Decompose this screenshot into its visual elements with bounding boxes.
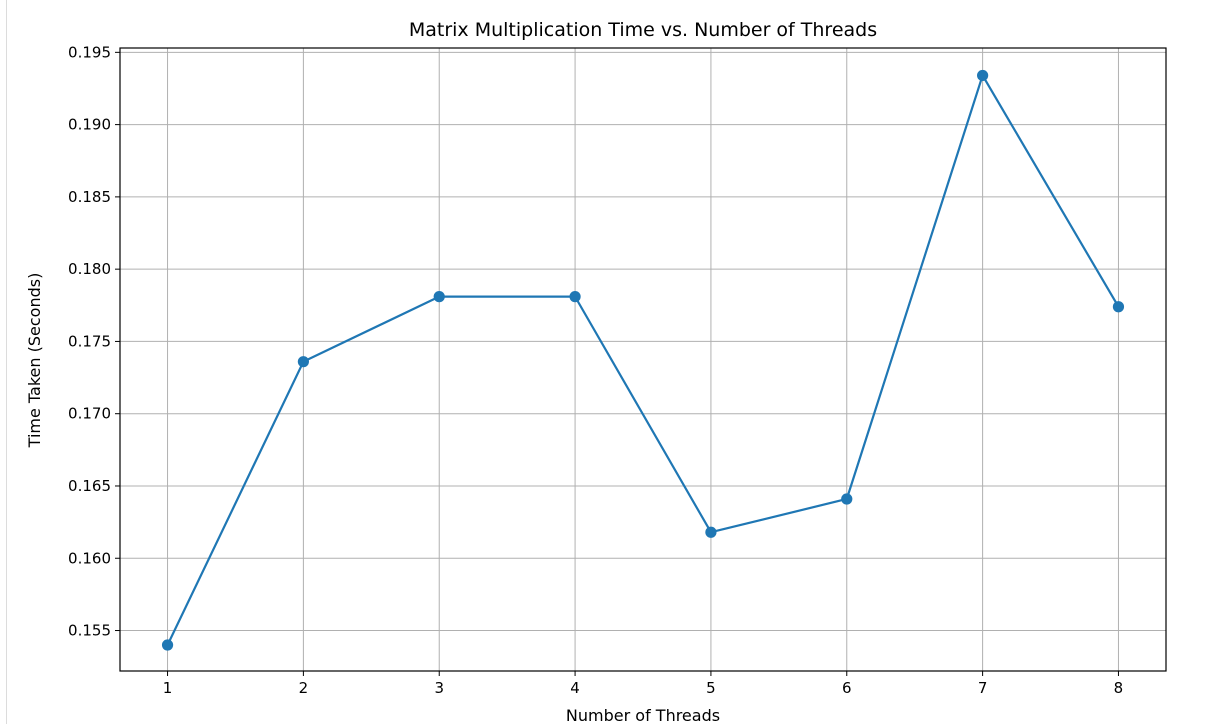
y-tick-label: 0.170: [68, 405, 111, 423]
y-tick-label: 0.185: [68, 188, 111, 206]
data-point: [433, 291, 445, 303]
y-tick-label: 0.175: [68, 332, 111, 350]
y-tick-label: 0.180: [68, 260, 111, 278]
plot-frame: [119, 47, 1167, 672]
x-tick-label: 2: [299, 679, 309, 697]
x-gridlines: [167, 48, 1119, 671]
x-axis-ticks: 1 2 3 4 5 6 7 8: [163, 671, 1123, 697]
x-tick-label: 8: [1114, 679, 1124, 697]
x-tick-label: 6: [842, 679, 852, 697]
y-axis-title: Time Taken (Seconds): [25, 273, 44, 449]
data-point: [977, 69, 989, 82]
chart-title: Matrix Multiplication Time vs. Number of…: [409, 19, 877, 41]
x-tick-label: 7: [978, 679, 988, 697]
data-point: [705, 526, 717, 538]
x-tick-label: 1: [163, 679, 173, 697]
series-line: [166, 74, 1120, 646]
x-tick-label: 3: [434, 679, 444, 697]
data-point: [569, 291, 581, 303]
y-axis-ticks: 0.155 0.160 0.165 0.170 0.175 0.180 0.185 0.190…: [68, 43, 120, 640]
data-point: [297, 356, 309, 368]
series-layer: [161, 69, 1125, 651]
x-axis-title: Number of Threads: [566, 706, 720, 724]
data-point: [161, 639, 174, 651]
y-tick-label: 0.160: [68, 549, 111, 567]
x-tick-label: 4: [570, 679, 580, 697]
y-tick-label: 0.165: [68, 477, 111, 495]
y-tick-label: 0.190: [68, 116, 111, 134]
y-tick-label: 0.195: [68, 43, 111, 61]
x-tick-label: 5: [706, 679, 716, 697]
data-point: [841, 493, 853, 505]
y-tick-label: 0.155: [68, 622, 111, 640]
data-point: [1112, 301, 1125, 313]
y-gridlines: [120, 51, 1166, 632]
left-border: [6, 0, 7, 724]
